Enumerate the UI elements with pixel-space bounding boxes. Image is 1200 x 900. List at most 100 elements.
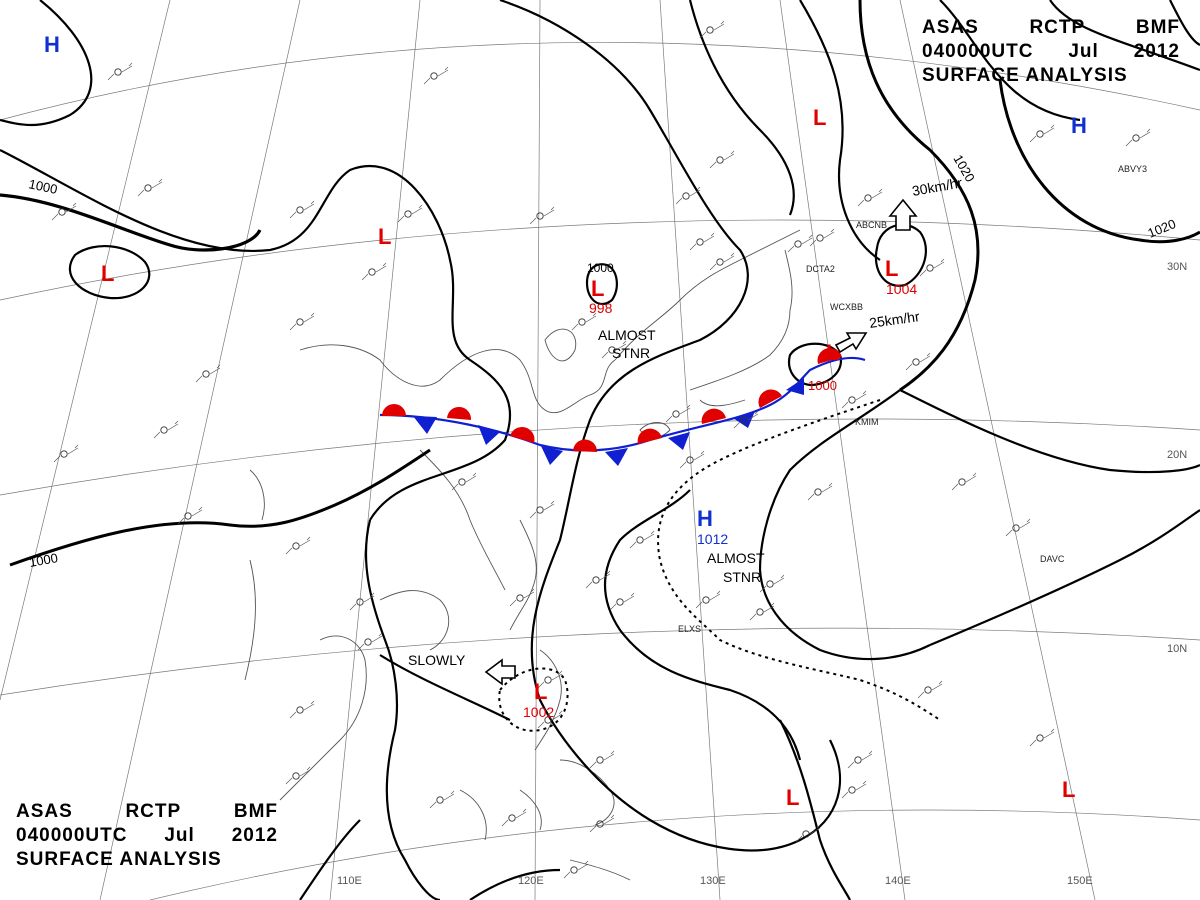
station-plot-icon <box>848 786 856 794</box>
station-code: DAVC <box>1040 554 1065 564</box>
wind-barb-icon <box>689 232 715 251</box>
station-plot-icon <box>616 598 624 606</box>
station-plot-icon <box>292 772 300 780</box>
wind-barb-icon <box>809 228 835 247</box>
low-pressure-value: 1004 <box>886 281 917 297</box>
low-pressure-symbol: L <box>101 261 114 286</box>
wind-barb-icon <box>695 590 721 609</box>
wind-barb-icon <box>699 20 725 39</box>
wind-barb-icon <box>679 450 705 469</box>
station-plot-icon <box>854 756 862 764</box>
header-year: 2012 <box>231 825 278 846</box>
wind-barb-icon <box>529 206 555 225</box>
station-plot-icon <box>926 264 934 272</box>
low-pressure-symbol: L <box>885 256 898 281</box>
header-time: 040000UTC <box>922 41 1034 62</box>
wind-barb-icon <box>905 352 931 371</box>
high-pressure-value: 1012 <box>697 531 728 547</box>
movement-slowly-label: SLOWLY <box>408 652 466 668</box>
low-pressure-value: 1002 <box>523 704 554 720</box>
header-issuer: ASAS <box>16 801 73 822</box>
wind-barb-icon <box>675 186 701 205</box>
wind-barb-icon <box>51 202 77 221</box>
station-plot-icon <box>756 608 764 616</box>
station-plot-icon <box>1012 524 1020 532</box>
station-plot-icon <box>696 238 704 246</box>
wind-barb-icon <box>733 410 759 429</box>
station-plot-icon <box>794 240 802 248</box>
station-plots <box>51 20 1151 879</box>
station-plot-icon <box>912 358 920 366</box>
header-code: BMF <box>1135 17 1180 38</box>
wind-barb-icon <box>53 444 79 463</box>
cold-front-triangles <box>413 378 804 466</box>
wind-barb-icon <box>357 632 383 651</box>
wind-barb-icon <box>749 602 775 621</box>
wind-barb-icon <box>509 588 535 607</box>
header-station: RCTP <box>125 801 182 822</box>
station-plot-icon <box>702 596 710 604</box>
station-plot-icon <box>848 396 856 404</box>
station-plot-icon <box>766 580 774 588</box>
almost-stationary-label: STNR <box>723 569 761 585</box>
station-plot-icon <box>58 208 66 216</box>
wind-barb-icon <box>423 66 449 85</box>
low-pressure-symbol: L <box>378 224 391 249</box>
wind-barb-icon <box>177 506 203 525</box>
wind-barb-icon <box>609 592 635 611</box>
station-plot-icon <box>570 866 578 874</box>
station-plot-icon <box>706 26 714 34</box>
station-plot-icon <box>364 638 372 646</box>
header-title: SURFACE ANALYSIS <box>16 849 222 870</box>
isobar-label: 1000 <box>28 550 59 570</box>
wind-barb-icon <box>585 570 611 589</box>
wind-barb-icon <box>1029 728 1055 747</box>
station-plot-icon <box>686 456 694 464</box>
almost-stationary-label: STNR <box>612 345 650 361</box>
header-month: Jul <box>164 825 195 846</box>
station-plot-icon <box>296 206 304 214</box>
wind-barb-icon <box>289 200 315 219</box>
wind-barb-icon <box>537 670 563 689</box>
station-plot-icon <box>636 536 644 544</box>
wind-barb-icon <box>429 790 455 809</box>
station-code: WCXBB <box>830 302 863 312</box>
station-plot-icon <box>184 512 192 520</box>
lon-label-140e: 140E <box>885 875 911 887</box>
wind-barb-icon <box>107 62 133 81</box>
almost-stationary-label: ALMOST <box>707 550 765 566</box>
motion-arrows <box>484 198 918 686</box>
wind-barb-icon <box>1005 518 1031 537</box>
station-plot-icon <box>60 450 68 458</box>
wind-barb-icon <box>289 700 315 719</box>
isobar-label: 1000 <box>587 261 614 275</box>
station-plot-icon <box>544 676 552 684</box>
coastline <box>244 229 801 881</box>
wind-barb-icon <box>709 252 735 271</box>
station-plot-icon <box>578 318 586 326</box>
low-pressure-symbol: L <box>534 679 547 704</box>
station-plot-icon <box>404 210 412 218</box>
station-plot-icon <box>368 268 376 276</box>
station-code: KMIM <box>855 417 879 427</box>
arrow-north-icon <box>888 198 918 231</box>
lon-label-130e: 130E <box>700 875 726 887</box>
station-plot-icon <box>544 716 552 724</box>
wind-barb-icon <box>153 420 179 439</box>
station-plot-icon <box>516 594 524 602</box>
wind-barb-icon <box>589 814 615 833</box>
wind-barb-icon <box>285 766 311 785</box>
lat-label-10n: 10N <box>1167 643 1187 655</box>
almost-stationary-label: ALMOST <box>598 327 656 343</box>
station-plot-icon <box>814 488 822 496</box>
station-code: ABCNB <box>856 220 887 230</box>
wind-barb-icon <box>537 710 563 729</box>
lat-label-30n: 30N <box>1167 261 1187 273</box>
lon-label-120e: 120E <box>518 875 544 887</box>
low-pressure-symbol: L <box>826 340 839 365</box>
station-plot-icon <box>458 478 466 486</box>
high-pressure-symbol: H <box>697 506 713 531</box>
wind-barb-icon <box>589 750 615 769</box>
